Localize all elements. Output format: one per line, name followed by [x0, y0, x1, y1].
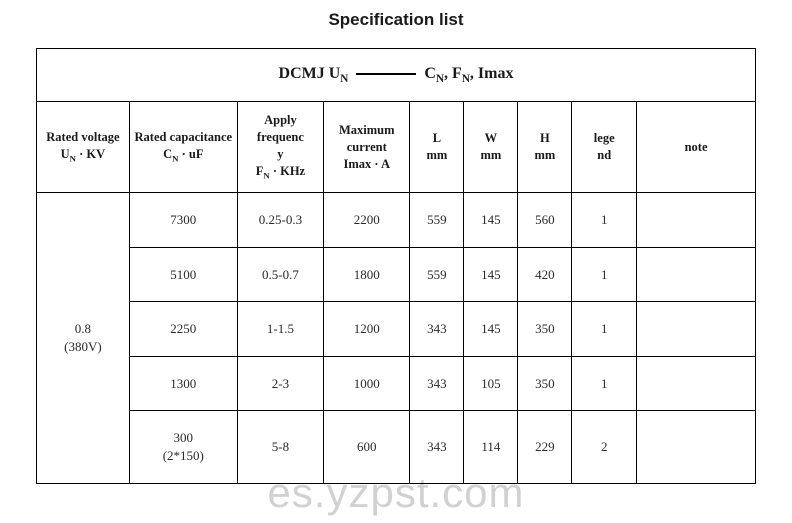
cell-cap: 5100 [129, 247, 237, 302]
cell-legend: 1 [572, 247, 637, 302]
cell-freq: 0.5-0.7 [237, 247, 323, 302]
spec-table: DCMJ UN CN, FN, Imax Rated voltageUN · K… [36, 48, 756, 484]
top-header-row: DCMJ UN CN, FN, Imax [37, 49, 756, 102]
cell-w: 105 [464, 356, 518, 411]
column-header: Maximum currentImax · A [324, 102, 410, 193]
cell-freq: 0.25-0.3 [237, 193, 323, 248]
cell-h: 420 [518, 247, 572, 302]
cell-imax: 1800 [324, 247, 410, 302]
column-header-row: Rated voltageUN · KVRated capacitanceCN … [37, 102, 756, 193]
cell-cap: 1300 [129, 356, 237, 411]
column-header: Apply frequencyFN · KHz [237, 102, 323, 193]
cell-w: 114 [464, 411, 518, 483]
cell-legend: 1 [572, 302, 637, 357]
cell-cap: 2250 [129, 302, 237, 357]
cell-legend: 1 [572, 356, 637, 411]
cell-l: 559 [410, 247, 464, 302]
cell-cap: 300(2*150) [129, 411, 237, 483]
cell-note [637, 411, 756, 483]
cell-h: 229 [518, 411, 572, 483]
column-header: Rated capacitanceCN · uF [129, 102, 237, 193]
cell-w: 145 [464, 302, 518, 357]
cell-w: 145 [464, 247, 518, 302]
voltage-cell: 0.8(380V) [37, 193, 130, 483]
cell-freq: 1-1.5 [237, 302, 323, 357]
cell-h: 560 [518, 193, 572, 248]
cell-cap: 7300 [129, 193, 237, 248]
column-header: note [637, 102, 756, 193]
top-header: DCMJ UN CN, FN, Imax [37, 49, 756, 102]
cell-legend: 2 [572, 411, 637, 483]
cell-imax: 600 [324, 411, 410, 483]
table-container: DCMJ UN CN, FN, Imax Rated voltageUN · K… [0, 48, 792, 484]
cell-l: 343 [410, 411, 464, 483]
table-row: 13002-310003431053501 [37, 356, 756, 411]
cell-l: 559 [410, 193, 464, 248]
cell-legend: 1 [572, 193, 637, 248]
column-header: Hmm [518, 102, 572, 193]
cell-l: 343 [410, 302, 464, 357]
column-header: Wmm [464, 102, 518, 193]
cell-w: 145 [464, 193, 518, 248]
column-header: Rated voltageUN · KV [37, 102, 130, 193]
table-row: 22501-1.512003431453501 [37, 302, 756, 357]
column-header: Lmm [410, 102, 464, 193]
cell-note [637, 356, 756, 411]
page-title: Specification list [0, 0, 792, 48]
cell-note [637, 193, 756, 248]
table-row: 0.8(380V)73000.25-0.322005591455601 [37, 193, 756, 248]
cell-note [637, 302, 756, 357]
column-header: legend [572, 102, 637, 193]
cell-h: 350 [518, 302, 572, 357]
cell-note [637, 247, 756, 302]
cell-imax: 2200 [324, 193, 410, 248]
cell-l: 343 [410, 356, 464, 411]
table-row: 51000.5-0.718005591454201 [37, 247, 756, 302]
cell-h: 350 [518, 356, 572, 411]
cell-freq: 2-3 [237, 356, 323, 411]
cell-imax: 1200 [324, 302, 410, 357]
cell-imax: 1000 [324, 356, 410, 411]
cell-freq: 5-8 [237, 411, 323, 483]
table-row: 300(2*150)5-86003431142292 [37, 411, 756, 483]
